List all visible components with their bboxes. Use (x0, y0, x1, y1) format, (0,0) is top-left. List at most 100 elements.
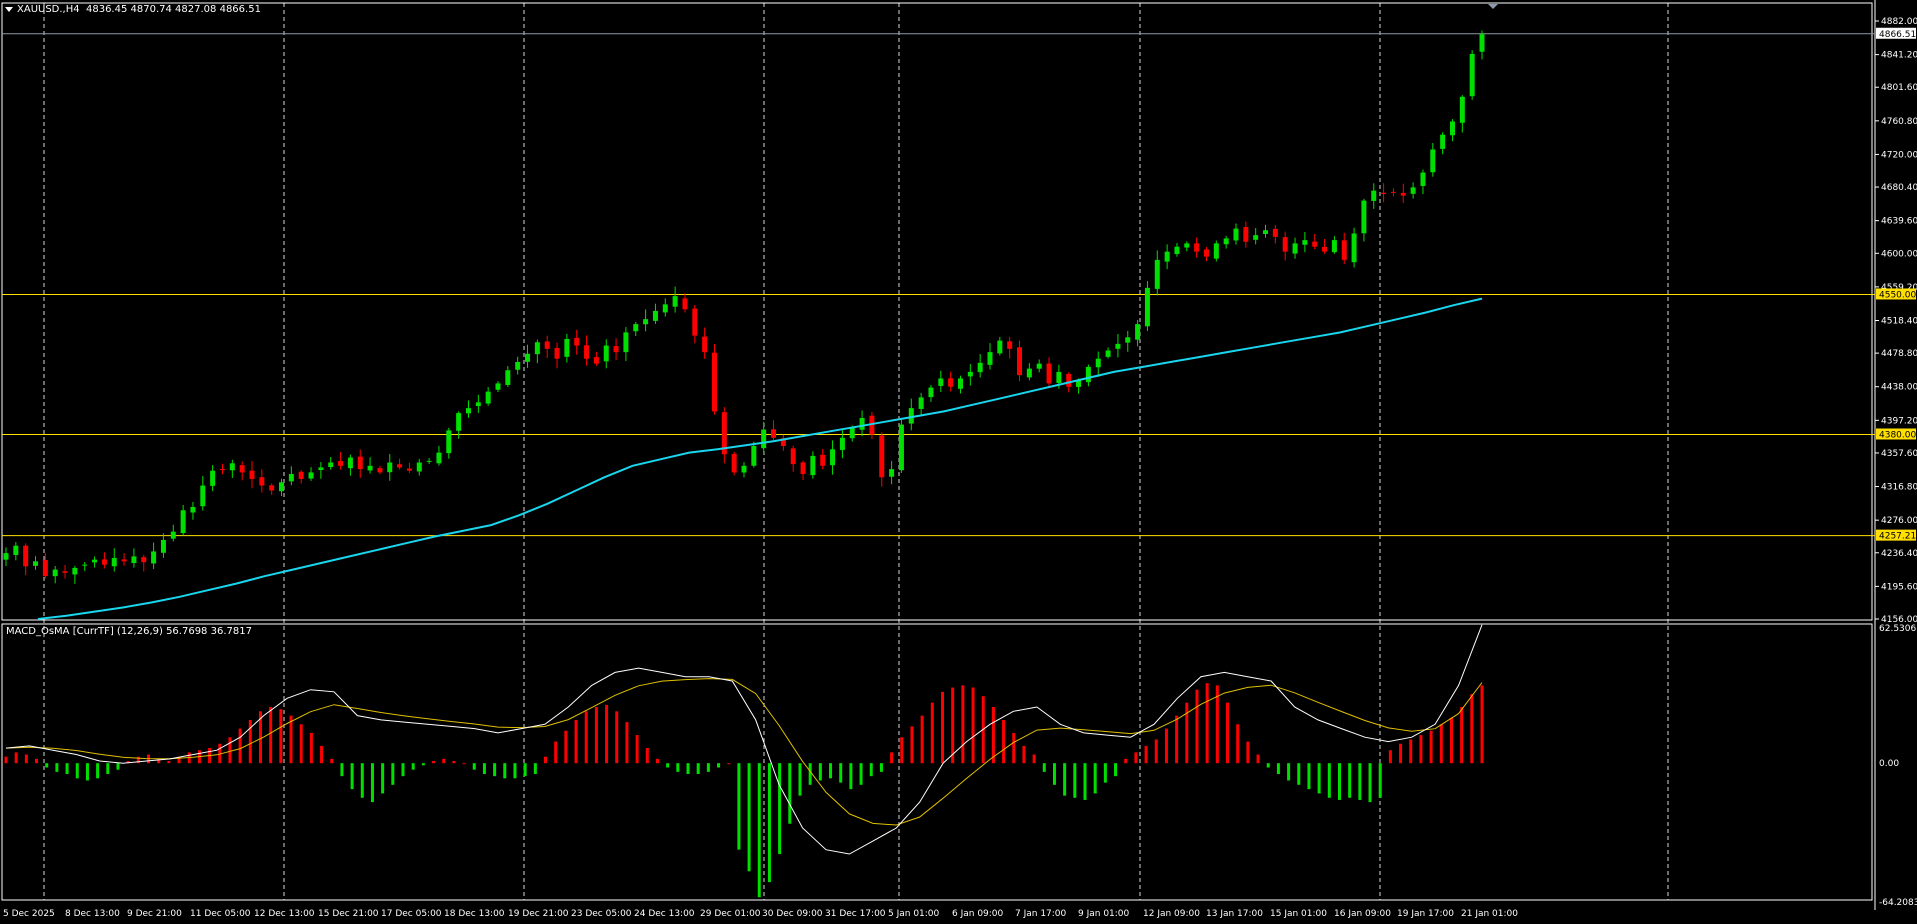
histogram-bar (1185, 702, 1189, 764)
histogram-bar (75, 763, 79, 779)
bull-candle (839, 437, 845, 450)
price-axis-label: 4478.80 (1881, 349, 1917, 359)
histogram-bar (4, 756, 8, 764)
bull-candle (318, 467, 324, 470)
bull-candle (515, 362, 521, 370)
bull-candle (3, 553, 9, 560)
histogram-bar (462, 763, 466, 765)
bear-candle (574, 337, 580, 346)
bear-candle (800, 462, 806, 475)
bull-candle (475, 402, 481, 407)
histogram-bar (1175, 715, 1179, 764)
level-tag (1876, 288, 1916, 300)
histogram-bar (1164, 728, 1168, 764)
current-price-tag (1876, 27, 1916, 39)
histogram-bar (1093, 763, 1097, 794)
price-axis-label: 4680.40 (1881, 183, 1917, 193)
bull-candle (308, 472, 314, 479)
price-axis-label: 4518.40 (1881, 316, 1917, 326)
bear-candle (269, 485, 275, 491)
bull-candle (33, 561, 39, 566)
bull-candle (997, 340, 1003, 354)
bull-candle (1331, 240, 1337, 253)
histogram-bar (930, 702, 934, 764)
bull-candle (436, 452, 442, 464)
price-axis-label: 4397.20 (1881, 416, 1917, 426)
bear-candle (338, 461, 344, 466)
histogram-bar (1052, 763, 1056, 785)
bear-candle (790, 448, 796, 465)
histogram-bar (788, 763, 792, 824)
bull-candle (426, 460, 432, 462)
histogram-bar (1327, 763, 1331, 798)
histogram-bar (1215, 685, 1219, 764)
level-tag-label: 4550.00 (1879, 290, 1916, 300)
bull-candle (416, 462, 422, 472)
histogram-bar (116, 763, 120, 770)
histogram-bar (279, 709, 283, 764)
bull-candle (1371, 190, 1377, 201)
bull-candle (1095, 358, 1101, 368)
histogram-bar (1429, 730, 1433, 764)
bear-candle (593, 357, 599, 364)
histogram-bar (1042, 763, 1046, 772)
bull-candle (957, 378, 963, 389)
histogram-bar (330, 758, 334, 764)
bull-candle (180, 510, 186, 534)
histogram-bar (1144, 745, 1148, 764)
histogram-bar (96, 763, 100, 779)
histogram-bar (666, 763, 670, 768)
histogram-bar (482, 763, 486, 774)
bear-candle (1203, 249, 1209, 257)
bull-candle (1253, 235, 1259, 240)
bear-candle (62, 571, 68, 573)
dropdown-triangle-icon[interactable] (5, 6, 13, 12)
moving-average-line (37, 297, 1483, 620)
x-axis-tick-label: 21 Jan 01:00 (1461, 909, 1518, 919)
bear-candle (1272, 228, 1278, 237)
ohlc-values: 4836.45 4870.74 4827.08 4866.51 (85, 4, 261, 15)
price-axis-label: 4600.00 (1881, 249, 1917, 259)
level-tag-label: 4257.21 (1879, 532, 1916, 542)
histogram-bar (1266, 763, 1270, 768)
x-axis-tick-label: 19 Dec 21:00 (508, 909, 569, 919)
bear-candle (554, 347, 560, 359)
histogram-bar (24, 754, 28, 764)
histogram-bar (1297, 763, 1301, 785)
bull-candle (170, 531, 176, 539)
histogram-bar (910, 726, 914, 764)
histogram-bar (839, 763, 843, 783)
bear-candle (259, 477, 265, 486)
bear-candle (42, 559, 48, 577)
histogram-bar (1399, 743, 1403, 764)
histogram-bar (879, 763, 883, 772)
histogram-bar (1073, 763, 1077, 798)
bull-candle (1263, 230, 1269, 234)
bear-candle (1017, 347, 1023, 376)
bull-candle (525, 353, 531, 362)
histogram-bar (513, 763, 517, 779)
price-axis-label: 4639.60 (1881, 217, 1917, 227)
histogram-bar (1114, 763, 1118, 777)
price-axis-label: 4882.00 (1881, 17, 1917, 27)
histogram-bar (381, 763, 385, 794)
bull-candle (200, 485, 206, 507)
histogram-bar (411, 763, 415, 770)
histogram-bar (890, 752, 894, 764)
price-axis-label: 4236.40 (1881, 549, 1917, 559)
bull-candle (908, 408, 914, 424)
histogram-bar (360, 763, 364, 798)
macd-axis-label: -64.2083 (1879, 898, 1917, 908)
bear-candle (239, 465, 245, 473)
bull-candle (1223, 238, 1229, 245)
bull-candle (938, 378, 944, 386)
histogram-bar (248, 719, 252, 764)
bear-candle (141, 557, 147, 563)
histogram-bar (432, 761, 436, 764)
bull-candle (1420, 172, 1426, 186)
bear-candle (731, 453, 737, 473)
bull-candle (1085, 366, 1091, 383)
histogram-bar (65, 763, 69, 774)
bear-candle (298, 471, 304, 479)
